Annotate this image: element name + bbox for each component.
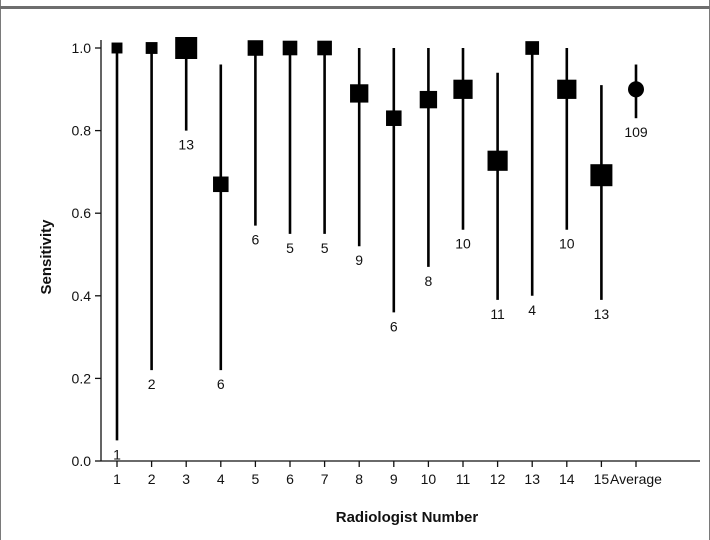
sample-size-label: 6 bbox=[217, 376, 225, 392]
x-tick-label: 2 bbox=[148, 471, 156, 487]
x-tick-label: 10 bbox=[421, 471, 437, 487]
y-axis-title: Sensitivity bbox=[38, 219, 55, 295]
x-axis-title: Radiologist Number bbox=[336, 509, 479, 526]
x-tick-label: 3 bbox=[182, 471, 190, 487]
y-tick-label: 0.6 bbox=[72, 205, 92, 221]
sample-size-label: 13 bbox=[178, 137, 194, 153]
x-tick-label: 4 bbox=[217, 471, 225, 487]
sensitivity-marker bbox=[525, 41, 540, 55]
x-tick-label: 12 bbox=[490, 471, 506, 487]
sensitivity-marker bbox=[350, 84, 369, 103]
sample-size-label: 11 bbox=[490, 306, 505, 322]
data-marks: 1 2 13 6 6 5 5 9 6 8 10 11 4 10 13 109 bbox=[111, 37, 648, 462]
sensitivity-marker bbox=[419, 90, 438, 109]
sensitivity-marker bbox=[453, 79, 473, 99]
sensitivity-marker bbox=[386, 110, 402, 126]
sample-size-label: 4 bbox=[528, 302, 536, 318]
sample-size-label: 10 bbox=[559, 236, 575, 252]
y-tick-label: 0.0 bbox=[72, 453, 92, 469]
sample-size-label: 9 bbox=[355, 252, 363, 268]
sensitivity-marker bbox=[590, 164, 613, 187]
sensitivity-marker bbox=[487, 150, 508, 171]
sensitivity-marker bbox=[145, 42, 158, 54]
sensitivity-marker bbox=[557, 79, 577, 99]
x-tick-label: 11 bbox=[456, 471, 471, 487]
sample-size-label: 1 bbox=[113, 446, 121, 462]
y-tick-label: 1.0 bbox=[72, 40, 92, 56]
sample-size-label: 5 bbox=[286, 240, 294, 256]
sample-size-label: 8 bbox=[425, 273, 433, 289]
sensitivity-marker bbox=[317, 40, 332, 56]
sample-size-label: 109 bbox=[624, 124, 648, 140]
x-tick-label: 8 bbox=[355, 471, 363, 487]
sample-size-label: 6 bbox=[252, 232, 260, 248]
sample-size-label: 6 bbox=[390, 318, 398, 334]
x-tick-label: 15 bbox=[594, 471, 610, 487]
sensitivity-marker bbox=[175, 37, 198, 59]
sensitivity-marker bbox=[111, 42, 123, 54]
y-tick-label: 0.4 bbox=[72, 288, 92, 304]
sensitivity-marker bbox=[247, 40, 264, 56]
y-tick-label: 0.8 bbox=[72, 123, 92, 139]
sample-size-label: 13 bbox=[594, 306, 610, 322]
average-marker bbox=[628, 81, 644, 98]
sample-size-label: 5 bbox=[321, 240, 329, 256]
sample-size-label: 10 bbox=[455, 236, 471, 252]
x-tick-label: 14 bbox=[559, 471, 575, 487]
sample-size-label: 2 bbox=[148, 376, 156, 392]
axes: 0.00.20.40.60.81.01 2 3 4 5 6 7 8 9 10 11 12 13 14 15 A… bbox=[72, 40, 700, 487]
x-tick-label: Average bbox=[610, 471, 662, 487]
top-rule bbox=[0, 6, 710, 9]
x-tick-label: 13 bbox=[524, 471, 540, 487]
x-tick-label: 6 bbox=[286, 471, 294, 487]
sensitivity-marker bbox=[282, 40, 298, 56]
x-tick-label: 9 bbox=[390, 471, 398, 487]
x-tick-label: 1 bbox=[113, 471, 121, 487]
x-tick-label: 7 bbox=[321, 471, 329, 487]
x-tick-label: 5 bbox=[252, 471, 260, 487]
y-tick-label: 0.2 bbox=[72, 370, 92, 386]
sensitivity-marker bbox=[213, 176, 229, 193]
